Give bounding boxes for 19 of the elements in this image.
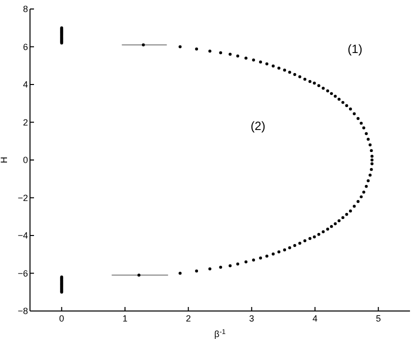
annotation: (1): [348, 42, 362, 56]
x-axis-title: β$^{-1}$: [214, 328, 226, 339]
x-tick-label: 0: [59, 313, 64, 324]
y-tick-label: −2: [18, 192, 28, 203]
y-tick-label: −8: [18, 306, 28, 316]
y-tick-label: 6: [22, 42, 28, 52]
y-axis-title: H: [0, 156, 9, 164]
x-tick-label: 4: [312, 313, 318, 324]
y-tick-label: 8: [22, 4, 28, 14]
x-tick-label: 1: [122, 313, 128, 324]
x-tick-label: 2: [186, 313, 191, 324]
y-tick-label: −4: [18, 230, 28, 241]
y-tick-label: 4: [22, 80, 28, 90]
annotation: (2): [250, 119, 266, 133]
y-tick-label: 2: [22, 117, 28, 128]
y-tick-label: 0: [22, 155, 28, 166]
x-tick-label: 3: [249, 313, 254, 324]
x-tick-label: 5: [376, 313, 381, 324]
y-tick-label: −6: [18, 268, 28, 278]
